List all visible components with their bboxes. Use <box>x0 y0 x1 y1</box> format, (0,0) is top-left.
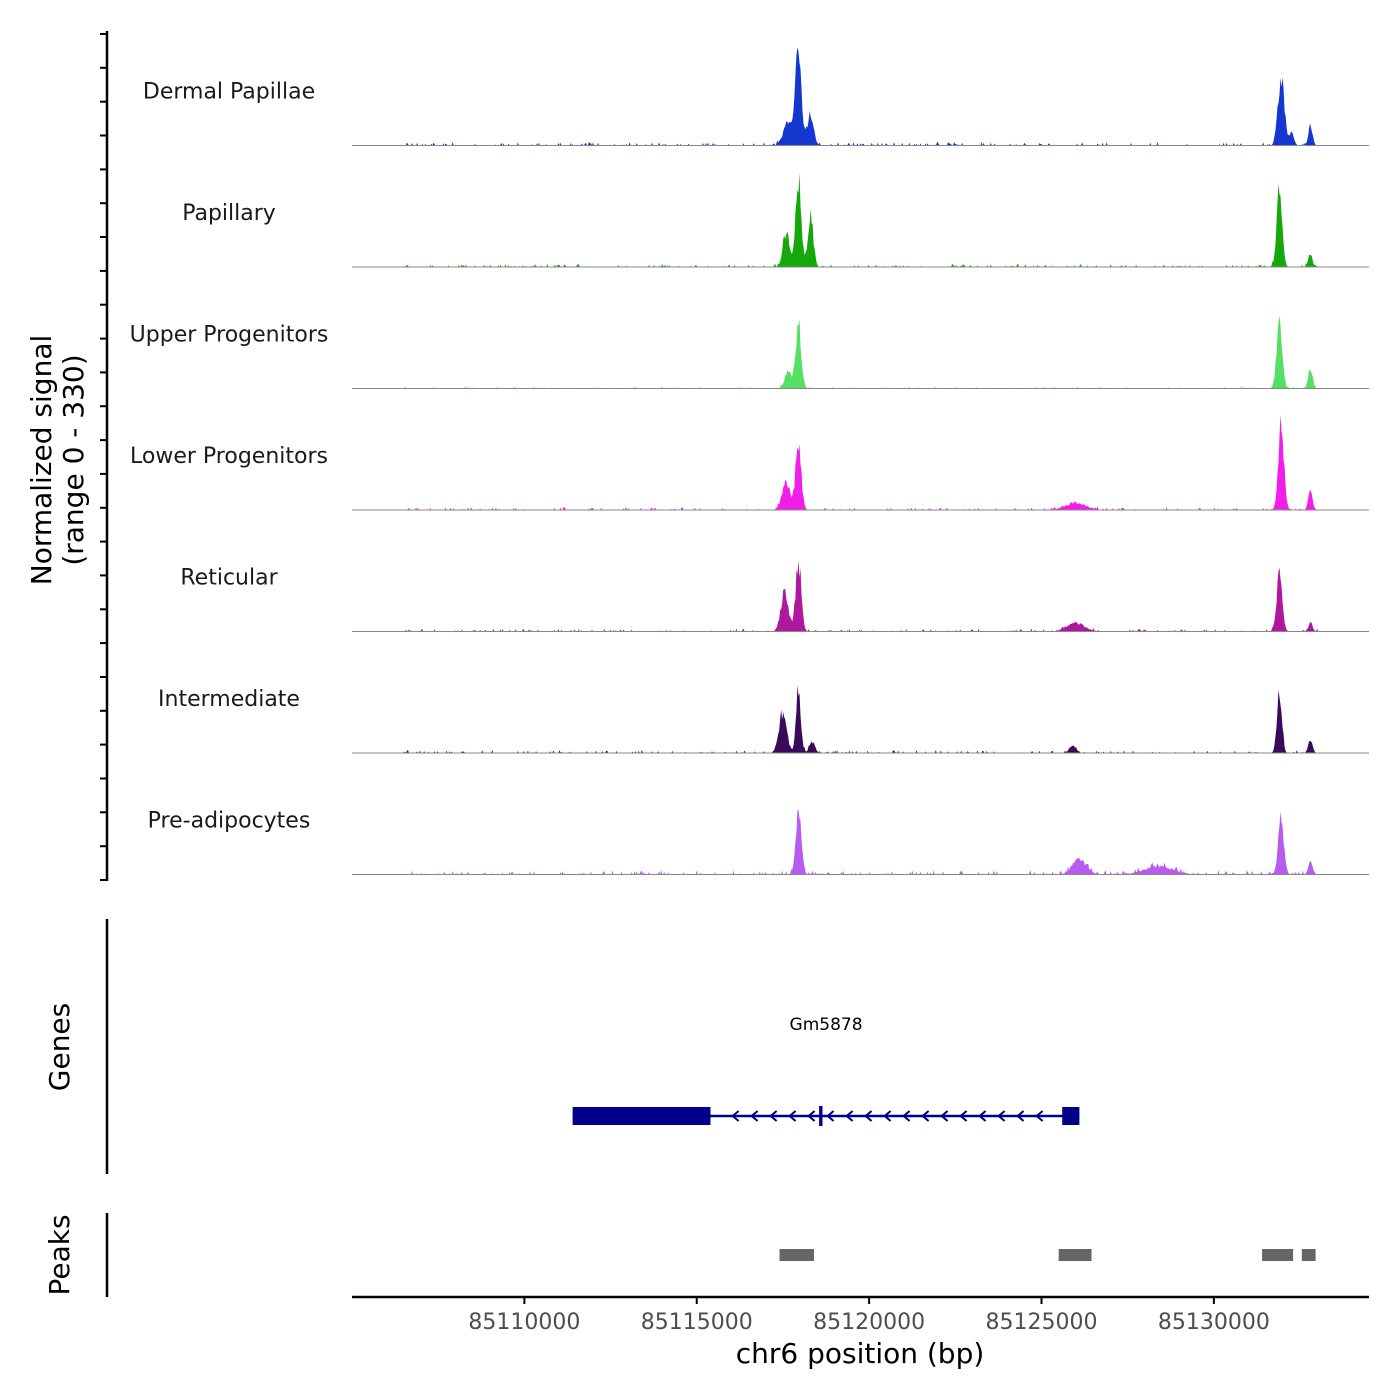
track-3: Lower Progenitors <box>130 414 1369 511</box>
x-tick-label: 85130000 <box>1158 1310 1270 1335</box>
track-1: Papillary <box>182 172 1369 268</box>
y-axis-label-line2: (range 0 - 330) <box>57 354 90 565</box>
x-tick-label: 85115000 <box>641 1310 753 1335</box>
strand-arrow <box>731 1110 740 1122</box>
strand-arrow <box>807 1110 816 1122</box>
track-6: Pre-adipocytes <box>148 809 1369 875</box>
strand-arrow <box>1016 1110 1025 1122</box>
signal-area <box>352 172 1369 267</box>
track-4: Reticular <box>180 560 1369 632</box>
strand-arrow <box>826 1110 835 1122</box>
peak-region <box>779 1249 814 1261</box>
strand-arrow <box>902 1110 911 1122</box>
peak-region <box>1262 1249 1294 1261</box>
signal-tracks: Dermal Papillae Papillary Upper Progenitor… <box>130 47 1369 875</box>
genes-axis-label: Genes <box>43 1003 76 1091</box>
gene-exon <box>572 1107 711 1125</box>
x-axis-label: chr6 position (bp) <box>736 1337 985 1370</box>
peaks-panel <box>779 1249 1316 1261</box>
gene-panel: Gm5878 <box>572 1015 1080 1126</box>
peak-region <box>1058 1249 1092 1261</box>
strand-arrow <box>997 1110 1006 1122</box>
strand-arrow <box>788 1110 797 1122</box>
peaks-axis-label: Peaks <box>43 1214 76 1295</box>
gene-exon <box>819 1106 823 1126</box>
signal-area <box>352 315 1369 389</box>
strand-arrow <box>1035 1110 1044 1122</box>
x-tick-label: 85110000 <box>468 1310 580 1335</box>
gene-name: Gm5878 <box>790 1015 863 1035</box>
y-axis-label-line1: Normalized signal <box>25 335 58 586</box>
strand-arrow <box>769 1110 778 1122</box>
track-label: Upper Progenitors <box>130 323 329 348</box>
signal-area <box>352 809 1369 875</box>
track-label: Dermal Papillae <box>143 80 315 105</box>
strand-arrow <box>845 1110 854 1122</box>
gene-exon <box>1062 1107 1080 1125</box>
track-2: Upper Progenitors <box>130 315 1369 389</box>
strand-arrow <box>940 1110 949 1122</box>
signal-area <box>352 47 1369 146</box>
track-label: Intermediate <box>158 687 300 712</box>
x-tick-label: 85125000 <box>985 1310 1097 1335</box>
strand-arrow <box>921 1110 930 1122</box>
track-label: Pre-adipocytes <box>148 809 311 834</box>
track-label: Papillary <box>182 201 276 226</box>
signal-area <box>352 560 1369 632</box>
track-label: Reticular <box>180 566 278 591</box>
strand-arrow <box>978 1110 987 1122</box>
signal-area <box>352 685 1369 753</box>
track-0: Dermal Papillae <box>143 47 1369 146</box>
strand-arrow <box>864 1110 873 1122</box>
track-label: Lower Progenitors <box>130 444 328 469</box>
peak-region <box>1301 1249 1316 1261</box>
x-axis-ticks: 85110000 85115000 85120000 85125000 85130000 <box>468 1297 1270 1335</box>
track-5: Intermediate <box>158 685 1369 754</box>
x-tick-label: 85120000 <box>813 1310 925 1335</box>
strand-arrow <box>750 1110 759 1122</box>
y-axis-ticks <box>100 33 107 881</box>
strand-arrow <box>959 1110 968 1122</box>
axes: 85110000 85115000 85120000 85125000 85130000… <box>25 31 1369 1370</box>
signal-area <box>352 414 1369 510</box>
strand-arrow <box>883 1110 892 1122</box>
